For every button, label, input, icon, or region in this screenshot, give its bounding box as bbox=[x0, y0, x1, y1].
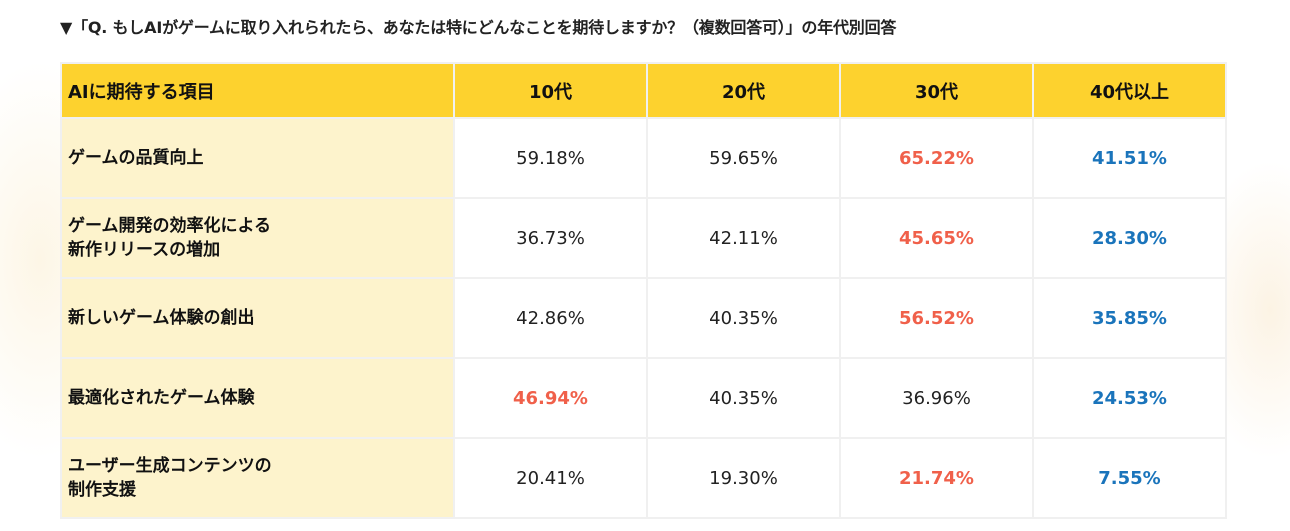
header-10s: 10代 bbox=[455, 64, 646, 117]
row-label: ゲームの品質向上 bbox=[62, 119, 453, 197]
value-cell: 59.18% bbox=[455, 119, 646, 197]
value-cell: 36.96% bbox=[841, 359, 1032, 437]
value-cell: 42.86% bbox=[455, 279, 646, 357]
value-cell: 20.41% bbox=[455, 439, 646, 517]
header-item: AIに期待する項目 bbox=[62, 64, 453, 117]
value-cell-low: 24.53% bbox=[1034, 359, 1225, 437]
value-cell-high: 45.65% bbox=[841, 199, 1032, 277]
results-table: AIに期待する項目 10代 20代 30代 40代以上 ゲームの品質向上 59.1… bbox=[60, 62, 1227, 519]
header-40s-plus: 40代以上 bbox=[1034, 64, 1225, 117]
table-row: ゲーム開発の効率化による 新作リリースの増加 36.73% 42.11% 45.65%… bbox=[62, 199, 1225, 277]
value-cell-high: 65.22% bbox=[841, 119, 1032, 197]
value-cell-low: 35.85% bbox=[1034, 279, 1225, 357]
table-row: ユーザー生成コンテンツの 制作支援 20.41% 19.30% 21.74% 7.55% bbox=[62, 439, 1225, 517]
header-20s: 20代 bbox=[648, 64, 839, 117]
value-cell-high: 56.52% bbox=[841, 279, 1032, 357]
value-cell-low: 7.55% bbox=[1034, 439, 1225, 517]
value-cell: 40.35% bbox=[648, 279, 839, 357]
table-row: 新しいゲーム体験の創出 42.86% 40.35% 56.52% 35.85% bbox=[62, 279, 1225, 357]
table-row: ゲームの品質向上 59.18% 59.65% 65.22% 41.51% bbox=[62, 119, 1225, 197]
row-label: ゲーム開発の効率化による 新作リリースの増加 bbox=[62, 199, 453, 277]
row-label: ユーザー生成コンテンツの 制作支援 bbox=[62, 439, 453, 517]
value-cell-low: 28.30% bbox=[1034, 199, 1225, 277]
value-cell: 19.30% bbox=[648, 439, 839, 517]
value-cell-low: 41.51% bbox=[1034, 119, 1225, 197]
value-cell-high: 21.74% bbox=[841, 439, 1032, 517]
header-30s: 30代 bbox=[841, 64, 1032, 117]
table-row: 最適化されたゲーム体験 46.94% 40.35% 36.96% 24.53% bbox=[62, 359, 1225, 437]
value-cell: 42.11% bbox=[648, 199, 839, 277]
value-cell-high: 46.94% bbox=[455, 359, 646, 437]
row-label: 最適化されたゲーム体験 bbox=[62, 359, 453, 437]
row-label: 新しいゲーム体験の創出 bbox=[62, 279, 453, 357]
value-cell: 59.65% bbox=[648, 119, 839, 197]
value-cell: 36.73% bbox=[455, 199, 646, 277]
table-header-row: AIに期待する項目 10代 20代 30代 40代以上 bbox=[62, 64, 1225, 117]
page-title: ▼「Q. もしAIがゲームに取り入れられたら、あなたは特にどんなことを期待します… bbox=[60, 18, 897, 37]
value-cell: 40.35% bbox=[648, 359, 839, 437]
